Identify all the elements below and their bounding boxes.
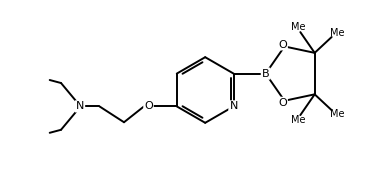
Text: O: O (278, 98, 287, 108)
Text: Me: Me (291, 22, 305, 32)
Text: N: N (229, 101, 238, 111)
Text: Me: Me (291, 115, 305, 125)
Text: N: N (76, 101, 84, 111)
Text: O: O (144, 101, 153, 111)
Text: Me: Me (330, 28, 344, 38)
Text: B: B (262, 69, 270, 79)
Text: Me: Me (330, 109, 344, 119)
Text: O: O (278, 40, 287, 50)
